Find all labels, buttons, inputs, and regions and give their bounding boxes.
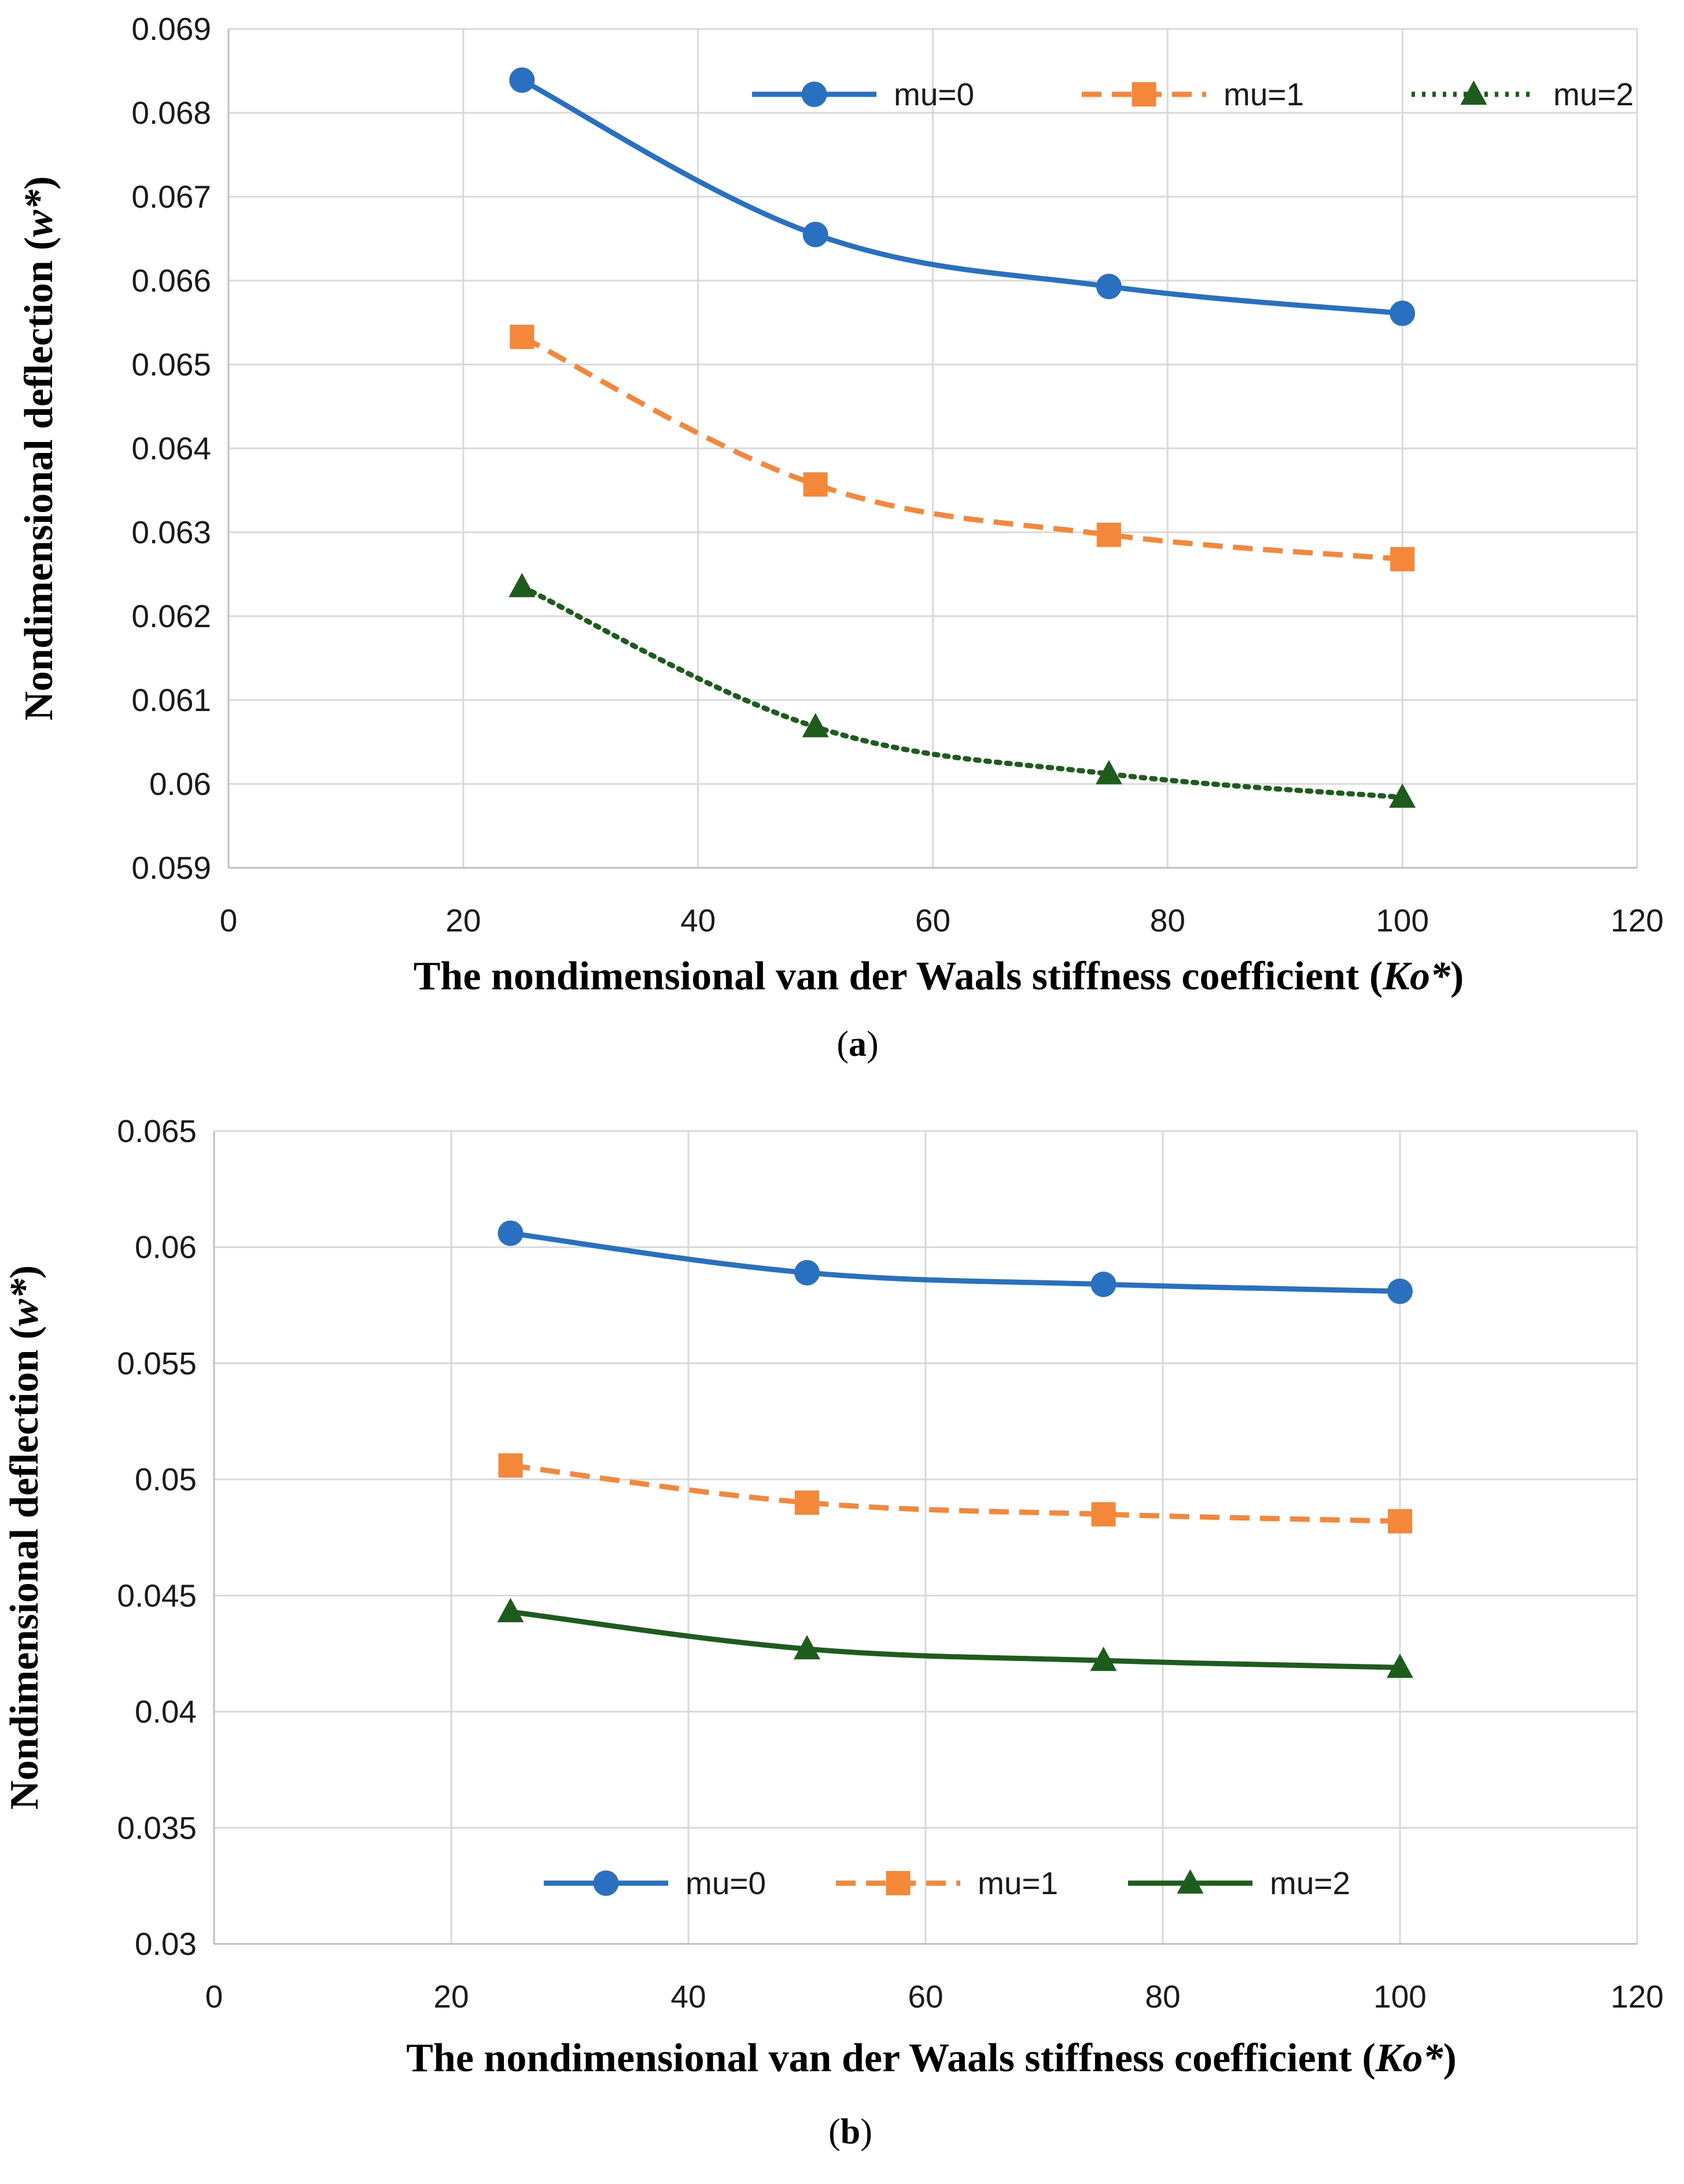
legend-marker [1460, 80, 1487, 105]
data-point-mu1 [1091, 1502, 1116, 1527]
series-line-mu0 [521, 78, 1403, 316]
x-tick-label: 20 [433, 1979, 469, 2014]
data-point-mu0 [1090, 1271, 1116, 1297]
y-tick-label: 0.067 [131, 179, 211, 215]
y-tick-label: 0.059 [131, 850, 211, 886]
series-line-mu2 [519, 584, 1405, 800]
x-tick-label: 0 [220, 903, 238, 938]
data-point-mu2 [497, 1597, 524, 1622]
chart-panel-a: 0.059 0.06 0.061 0.062 0.063 0.064 0.065 0.066 0… [17, 11, 1664, 1064]
data-point-mu2 [1090, 1647, 1117, 1671]
data-point-mu1 [510, 325, 535, 349]
data-point-mu2 [1095, 760, 1122, 785]
legend-label: mu=0 [686, 1865, 766, 1901]
data-point-mu0 [498, 1220, 524, 1246]
x-axis-title: The nondimensional van der Waals stiffne… [406, 2036, 1457, 2080]
y-tick-label: 0.064 [131, 430, 211, 466]
y-axis-title: Nondimensional deflection (w*) [17, 176, 61, 720]
y-tick-label: 0.045 [117, 1578, 197, 1614]
x-tick-label: 0 [205, 1979, 223, 2014]
x-tick-label: 40 [670, 1979, 706, 2014]
data-point-mu2 [794, 1635, 820, 1660]
x-tick-label: 120 [1611, 903, 1664, 938]
y-tick-label: 0.066 [131, 263, 211, 299]
y-tick-label: 0.06 [135, 1229, 197, 1265]
data-point-mu2 [1389, 783, 1416, 808]
x-tick-label: 60 [915, 903, 950, 938]
y-tick-label: 0.055 [117, 1345, 197, 1381]
y-tick-label: 0.068 [131, 95, 211, 131]
y-tick-label: 0.069 [131, 11, 211, 47]
x-tick-label: 100 [1373, 1979, 1427, 2014]
legend-label: mu=1 [1224, 76, 1304, 112]
series-line-mu1 [521, 334, 1403, 562]
data-point-mu2 [802, 713, 829, 738]
data-point-mu0 [1096, 274, 1122, 300]
data-point-mu1 [1390, 547, 1415, 572]
data-point-mu1 [795, 1490, 819, 1515]
x-tick-label: 20 [445, 903, 481, 938]
x-tick-label: 120 [1611, 1979, 1664, 2014]
data-point-mu1 [1388, 1509, 1412, 1534]
data-point-mu2 [508, 573, 536, 598]
data-point-mu0 [802, 222, 828, 248]
legend-marker [1177, 1869, 1204, 1894]
data-point-mu0 [1390, 300, 1416, 326]
y-tick-label: 0.061 [131, 682, 211, 718]
y-tick-label: 0.05 [135, 1461, 197, 1497]
series-line-mu2 [510, 1609, 1401, 1670]
x-axis-title: The nondimensional van der Waals stiffne… [414, 954, 1464, 999]
data-point-mu1 [803, 472, 828, 497]
y-tick-label: 0.065 [131, 347, 211, 382]
data-point-mu2 [1387, 1653, 1413, 1678]
y-tick-label: 0.06 [149, 766, 211, 802]
data-point-mu1 [1096, 522, 1121, 547]
y-tick-label: 0.03 [135, 1926, 197, 1962]
chart-panel-b: 0.03 0.035 0.04 0.045 0.05 0.055 0.06 0.065 0 20 4… [2, 1113, 1664, 2152]
y-tick-label: 0.065 [117, 1113, 197, 1149]
legend-label: mu=1 [978, 1865, 1058, 1901]
data-point-mu0 [1387, 1278, 1413, 1304]
legend-label: mu=2 [1553, 76, 1634, 112]
data-point-mu1 [498, 1453, 523, 1478]
data-point-mu0 [509, 67, 535, 93]
legend-marker [593, 1870, 619, 1896]
series-line-mu1 [510, 1463, 1401, 1524]
legend-label: mu=0 [894, 76, 974, 112]
y-axis-title: Nondimensional deflection (w*) [2, 1265, 47, 1810]
x-tick-label: 40 [680, 903, 716, 938]
legend-label: mu=2 [1270, 1865, 1350, 1901]
y-tick-label: 0.062 [131, 598, 211, 634]
series-line-mu0 [510, 1231, 1401, 1294]
x-tick-label: 80 [1150, 903, 1185, 938]
legend-marker [801, 82, 827, 107]
panel-label: (a) [837, 1025, 878, 1064]
panel-label: (b) [828, 2112, 872, 2152]
legend-marker [1132, 82, 1156, 106]
y-tick-label: 0.035 [117, 1810, 197, 1846]
x-tick-label: 80 [1145, 1979, 1180, 2014]
x-tick-label: 60 [908, 1979, 943, 2014]
legend-marker [886, 1871, 911, 1895]
y-tick-label: 0.04 [135, 1694, 197, 1730]
y-tick-label: 0.063 [131, 514, 211, 550]
data-point-mu0 [794, 1259, 820, 1286]
x-tick-label: 100 [1376, 903, 1429, 938]
